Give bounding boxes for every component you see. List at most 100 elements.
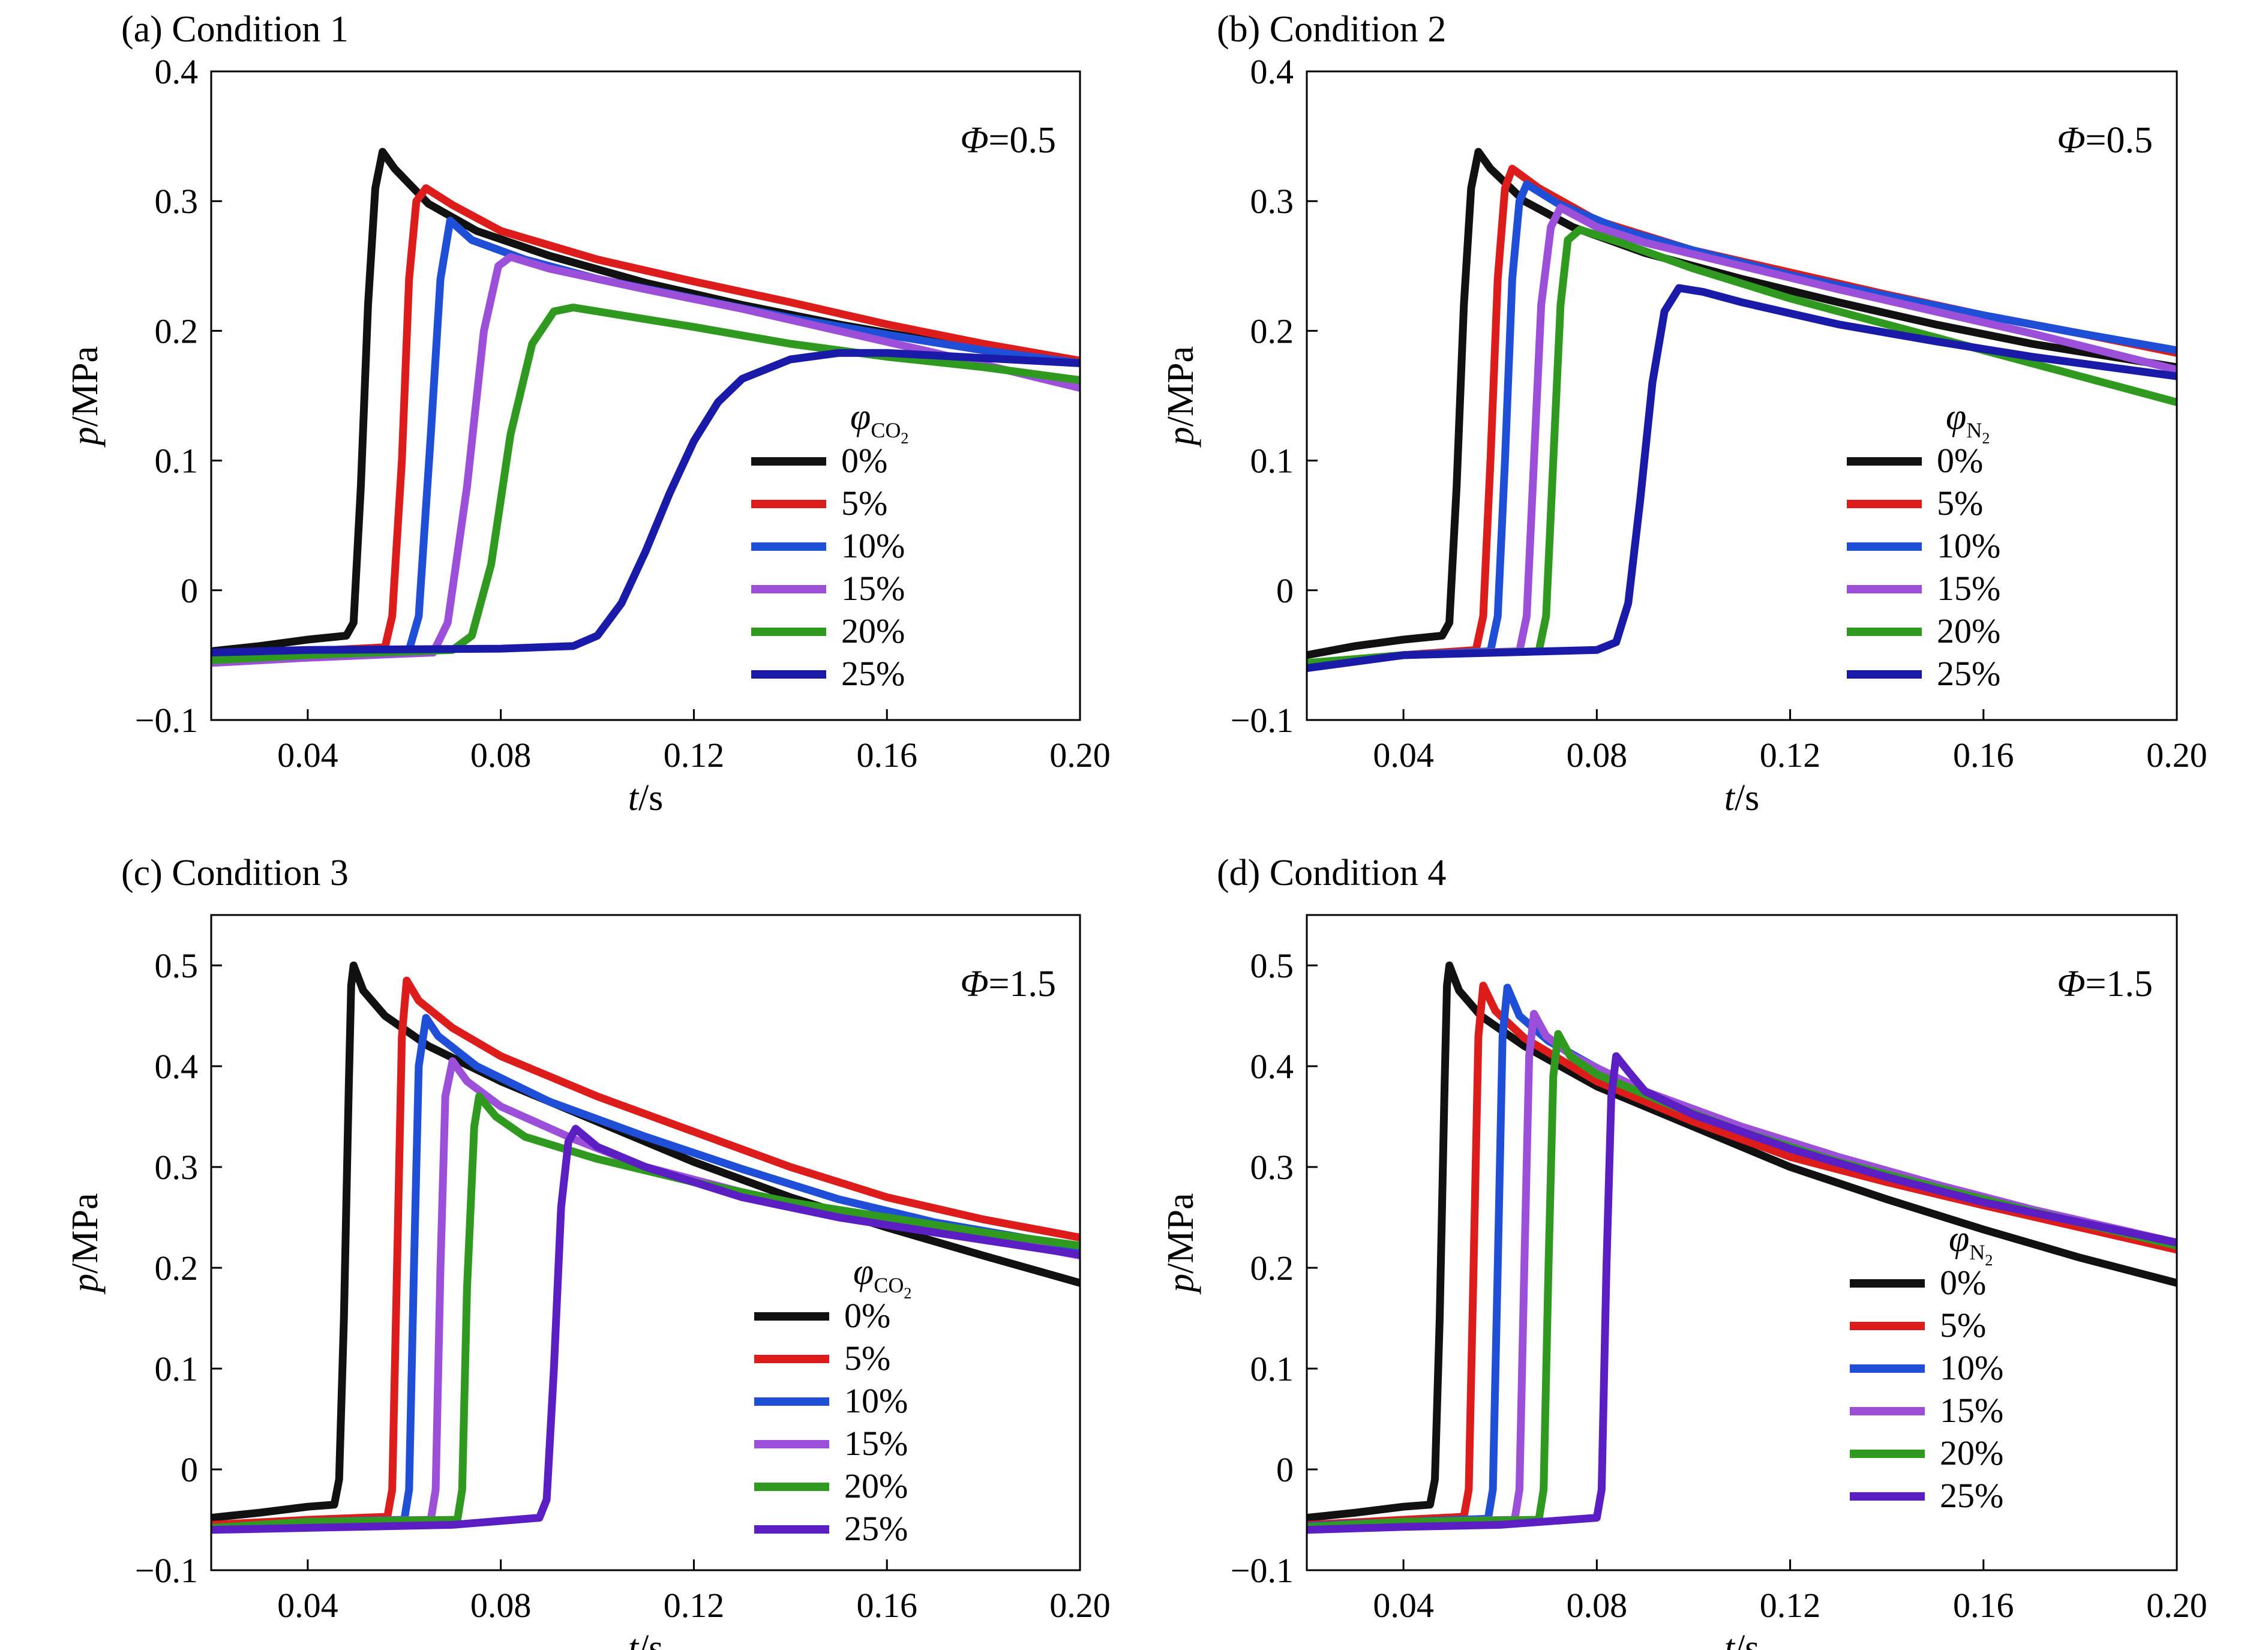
- series-line-0pct: [211, 961, 1080, 1522]
- panel-title: (b) Condition 2: [1217, 9, 1446, 50]
- x-tick-label: 0.12: [1760, 1586, 1821, 1625]
- legend-entry-label: 15%: [1940, 1391, 2003, 1430]
- legend-entry-label: 10%: [1937, 526, 2000, 565]
- series-line-10pct: [1307, 180, 2177, 670]
- y-tick-label: 0.2: [155, 311, 199, 350]
- series-line-15pct: [1307, 203, 2177, 670]
- x-tick-label: 0.16: [856, 1586, 917, 1625]
- legend-entry-label: 10%: [1940, 1348, 2003, 1387]
- y-tick-label: 0.5: [155, 946, 199, 985]
- legend-entry-label: 0%: [1940, 1263, 1986, 1302]
- y-tick-label: 0.4: [155, 1047, 199, 1086]
- legend-entry-label: 10%: [841, 526, 905, 565]
- series-line-0pct: [211, 148, 1080, 655]
- phi-annotation: Φ=1.5: [2057, 964, 2153, 1004]
- y-axis-label: p/MPa: [65, 1193, 106, 1294]
- chart-panel-3: 0.04 0.08 0.12 0.16 0.20 −0.1 0 0.1 0.2 0.3 0.4 0.5…: [65, 853, 1111, 1650]
- x-tick-label: 0.16: [1953, 736, 2014, 775]
- series-line-5pct: [211, 184, 1080, 662]
- y-tick-label: 0.2: [1250, 1249, 1294, 1288]
- x-tick-label: 0.20: [2146, 1586, 2207, 1625]
- x-axis-label: t/s: [628, 1628, 664, 1650]
- phi-annotation: Φ=0.5: [2057, 120, 2153, 161]
- plot-frame: [210, 70, 1081, 721]
- y-tick-label: 0.3: [155, 1148, 199, 1187]
- legend-entry-label: 20%: [844, 1466, 908, 1505]
- y-tick-label: 0: [181, 571, 198, 610]
- y-axis-label: p/MPa: [65, 346, 106, 448]
- y-tick-label: 0.4: [1250, 52, 1294, 91]
- legend-entry-label: 20%: [1937, 611, 2000, 650]
- legend-entry-label: 5%: [1937, 484, 1983, 523]
- series-line-25pct: [1307, 284, 2177, 672]
- x-tick-label: 0.04: [277, 736, 338, 775]
- panel-title: (d) Condition 4: [1217, 853, 1446, 893]
- legend-entry-label: 10%: [844, 1381, 908, 1420]
- series-group: [1307, 148, 2177, 672]
- series-line-0pct: [1307, 148, 2177, 659]
- legend-title: φCO2: [853, 1252, 911, 1302]
- y-tick-label: 0.2: [1250, 311, 1294, 350]
- y-tick-label: 0.1: [1250, 442, 1294, 481]
- legend-entry-label: 5%: [841, 484, 887, 523]
- legend-entry-label: 0%: [1937, 441, 1983, 480]
- legend-entry-label: 25%: [1937, 654, 2000, 693]
- series-group: [211, 148, 1080, 667]
- y-tick-label: 0.4: [1250, 1047, 1294, 1086]
- series-line-25pct: [1307, 1052, 2177, 1534]
- series-group: [211, 961, 1080, 1534]
- x-tick-label: 0.20: [1049, 1586, 1111, 1625]
- phi-annotation: Φ=0.5: [960, 120, 1056, 161]
- y-tick-label: 0.3: [1250, 182, 1294, 221]
- legend-entry-label: 5%: [844, 1339, 890, 1378]
- y-tick-label: 0.2: [155, 1249, 199, 1288]
- phi-annotation: Φ=1.5: [960, 964, 1056, 1004]
- series-line-10pct: [211, 1013, 1080, 1532]
- x-axis-label: t/s: [1724, 778, 1760, 818]
- x-tick-label: 0.20: [2146, 736, 2207, 775]
- y-tick-label: 0.1: [155, 442, 199, 481]
- y-tick-label: 0.4: [155, 52, 199, 91]
- legend-entry-label: 15%: [844, 1424, 908, 1463]
- legend-entry-label: 20%: [841, 611, 905, 650]
- legend-entry-label: 0%: [841, 441, 887, 480]
- legend-title: φN2: [1946, 397, 1990, 447]
- x-tick-label: 0.08: [470, 736, 532, 775]
- y-tick-label: 0.5: [1250, 946, 1294, 985]
- series-line-10pct: [211, 217, 1080, 663]
- x-tick-label: 0.08: [470, 1586, 532, 1625]
- y-tick-label: 0.3: [1250, 1148, 1294, 1187]
- legend-entry-label: 25%: [844, 1509, 908, 1548]
- x-tick-label: 0.04: [1373, 736, 1434, 775]
- series-line-25pct: [211, 1124, 1080, 1534]
- y-tick-label: 0: [1276, 1450, 1294, 1489]
- y-tick-label: −0.1: [1231, 1551, 1294, 1590]
- x-tick-label: 0.16: [1953, 1586, 2014, 1625]
- x-axis-label: t/s: [1724, 1628, 1760, 1650]
- y-axis-label: p/MPa: [1160, 346, 1201, 448]
- y-tick-label: 0: [1276, 571, 1294, 610]
- legend-title: φN2: [1949, 1219, 1993, 1269]
- series-line-0pct: [1307, 961, 2177, 1522]
- chart-panel-4: 0.04 0.08 0.12 0.16 0.20 −0.1 0 0.1 0.2 0.3 0.4 0.5…: [1160, 853, 2207, 1650]
- legend-title: φCO2: [850, 397, 908, 447]
- series-line-5pct: [211, 976, 1080, 1529]
- series-line-20pct: [211, 304, 1080, 664]
- series-group: [1307, 961, 2177, 1534]
- y-axis-label: p/MPa: [1160, 1193, 1201, 1294]
- y-tick-label: −0.1: [135, 1551, 198, 1590]
- x-axis-label: t/s: [628, 778, 664, 818]
- chart-panel-1: 0.04 0.08 0.12 0.16 0.20 −0.1 0 0.1 0.2 0.3 0.4 t/s…: [65, 9, 1111, 818]
- panel-title: (a) Condition 1: [121, 9, 349, 50]
- x-tick-label: 0.16: [856, 736, 917, 775]
- y-tick-label: 0.3: [155, 182, 199, 221]
- legend-entry-label: 25%: [841, 654, 905, 693]
- series-line-20pct: [211, 1092, 1080, 1532]
- x-tick-label: 0.12: [664, 1586, 725, 1625]
- legend-entry-label: 0%: [844, 1296, 890, 1335]
- x-tick-label: 0.20: [1049, 736, 1111, 775]
